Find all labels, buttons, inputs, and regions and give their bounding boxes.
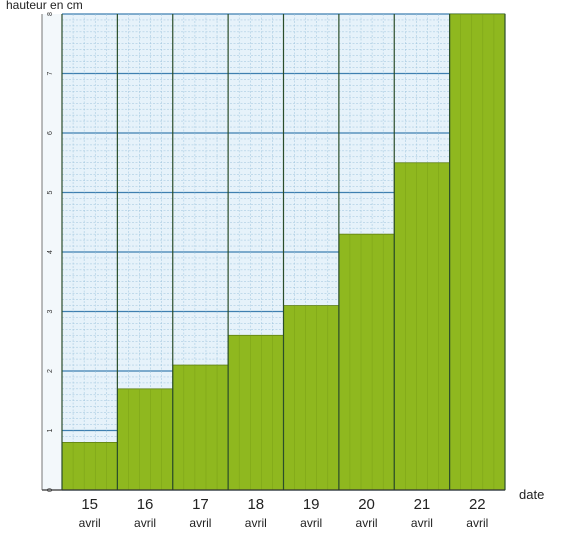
x-tick-day: 17	[192, 496, 209, 513]
x-tick-month: avril	[356, 516, 378, 530]
bar-17	[172, 364, 229, 491]
x-tick-day: 21	[414, 496, 431, 513]
x-tick-month: avril	[466, 516, 488, 530]
column-dividers	[41, 14, 506, 491]
x-tick-month: avril	[79, 516, 101, 530]
bar-20	[338, 233, 395, 491]
x-tick-day: 16	[137, 496, 154, 513]
x-tick-month: avril	[300, 516, 322, 530]
bar-16	[116, 388, 174, 491]
x-tick-day: 15	[81, 496, 98, 513]
x-tick-day: 19	[303, 496, 320, 513]
bar-15	[61, 441, 118, 491]
y-tick-label: 5	[47, 190, 54, 194]
y-ticks: 0 1 2 3 4 5 6 7 8	[47, 12, 54, 492]
bar-21	[393, 162, 451, 491]
y-tick-label: 4	[47, 250, 54, 254]
x-tick-month: avril	[411, 516, 433, 530]
y-tick-label: 6	[47, 131, 54, 135]
x-tick-month: avril	[134, 516, 156, 530]
y-tick-label: 7	[47, 71, 54, 75]
y-label-strip	[42, 14, 62, 490]
bar-18	[227, 334, 284, 491]
x-ticks: 15 avril 16 avril 17 avril 18 avril 19 avril 20 avr…	[79, 496, 489, 530]
x-tick-month: avril	[189, 516, 211, 530]
y-tick-label: 1	[47, 428, 54, 432]
y-axis-label: hauteur en cm	[6, 0, 83, 12]
x-axis-label: date	[519, 487, 544, 502]
y-tick-label: 3	[47, 309, 54, 313]
bar-22	[449, 13, 506, 491]
y-tick-label: 8	[47, 12, 54, 16]
x-tick-month: avril	[245, 516, 267, 530]
x-tick-day: 18	[247, 496, 264, 513]
y-tick-label: 0	[47, 488, 54, 492]
bar-19	[283, 305, 340, 491]
bars	[61, 13, 506, 491]
x-tick-day: 22	[469, 496, 486, 513]
x-tick-day: 20	[358, 496, 375, 513]
y-tick-label: 2	[47, 369, 54, 373]
